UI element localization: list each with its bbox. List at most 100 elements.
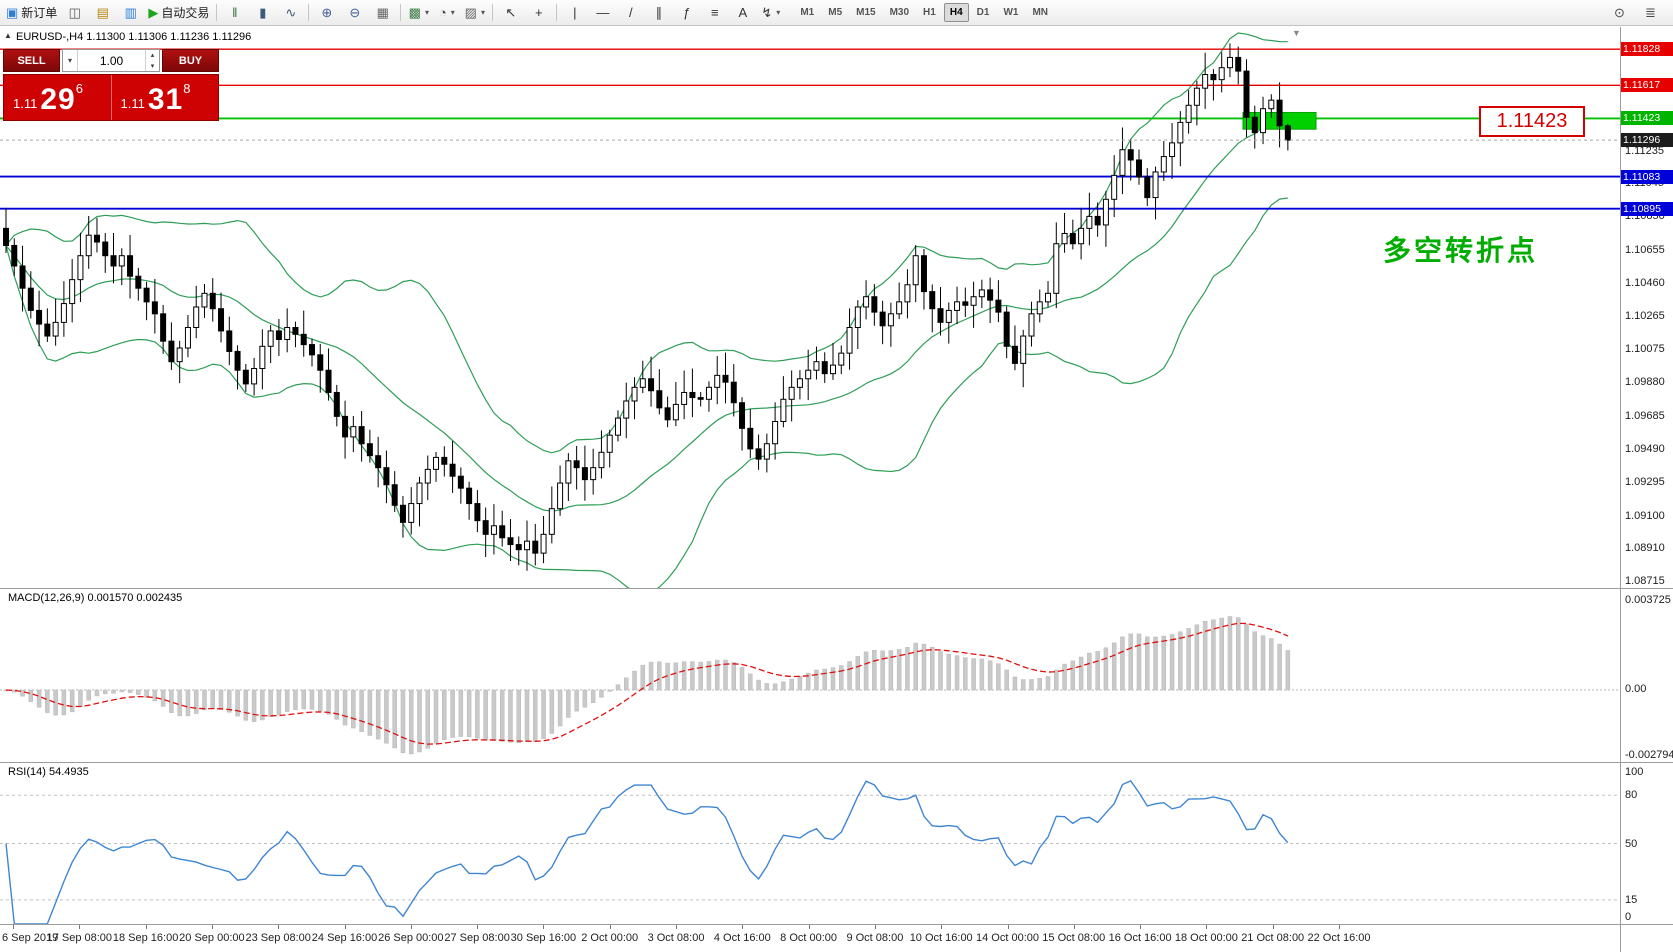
cursor-button[interactable]: ↖ <box>497 2 524 23</box>
timeframe-m30-button[interactable]: M30 <box>889 7 910 18</box>
sell-price-panel[interactable]: 1.11 29 6 <box>4 75 111 120</box>
zoom-in-button[interactable]: ⊕ <box>313 2 340 23</box>
candle-body <box>160 313 167 342</box>
market-watch-button[interactable]: ▥ <box>117 2 144 23</box>
macd-bar <box>202 689 207 711</box>
price-axis-label: 1.09880 <box>1625 376 1665 389</box>
chart-shift-marker-icon[interactable]: ▼ <box>1292 28 1301 38</box>
macd-bar <box>193 689 199 714</box>
candle-body <box>375 455 382 469</box>
shapes-button[interactable]: ≡ <box>701 2 728 23</box>
one-click-panel-toggle-icon[interactable]: ▲ <box>4 31 12 40</box>
volume-input[interactable]: ▾ 1.00 ▴ ▾ <box>62 49 160 72</box>
macd-bar <box>1186 628 1191 691</box>
vertical-line-button[interactable]: | <box>561 2 588 23</box>
candle-body <box>1226 56 1233 69</box>
timeframe-m15-button[interactable]: M15 <box>856 7 876 18</box>
zoom-out-button[interactable]: ⊖ <box>341 2 368 23</box>
volume-step-up-icon[interactable]: ▴ <box>150 52 155 60</box>
macd-bar <box>483 689 488 741</box>
new-order-button[interactable]: ▣ 新订单 <box>3 2 60 23</box>
candle-body <box>433 456 440 470</box>
candle-body <box>1011 345 1018 364</box>
search-button[interactable]: ⊙ <box>1606 2 1633 23</box>
volume-dropdown-icon[interactable]: ▾ <box>63 50 78 71</box>
candle-body <box>27 287 34 311</box>
sell-button[interactable]: SELL <box>3 49 60 72</box>
macd-bar <box>938 651 943 691</box>
macd-bar <box>160 689 166 707</box>
toolbar-separator <box>400 4 402 21</box>
candle-body <box>954 301 961 311</box>
rsi-pane[interactable] <box>0 763 1620 924</box>
horizontal-line-button[interactable]: — <box>589 2 616 23</box>
profiles-button[interactable]: ▤ <box>89 2 116 23</box>
candle-body <box>846 326 853 354</box>
macd-bar <box>351 689 356 729</box>
volume-value[interactable]: 1.00 <box>99 53 124 68</box>
candle-body <box>780 398 787 423</box>
candle-body <box>755 448 762 460</box>
bar-chart-button[interactable]: ǁ <box>221 2 248 23</box>
tile-windows-button[interactable]: ▦ <box>369 2 396 23</box>
candle-body <box>143 287 150 303</box>
channel-button[interactable]: ∥ <box>645 2 672 23</box>
menu-button[interactable]: ≣ <box>1637 2 1664 23</box>
price-axis-label: 1.10460 <box>1625 277 1665 290</box>
timeframe-h1-button[interactable]: H1 <box>923 7 936 18</box>
crosshair-button[interactable]: + <box>525 2 552 23</box>
candle-body <box>234 350 241 371</box>
macd-bar <box>235 689 240 717</box>
candle-body <box>383 467 390 486</box>
period-button[interactable]: ◔ ▾ <box>433 2 460 23</box>
arrows-icon: ↯ <box>761 5 773 20</box>
line-chart-button[interactable]: ∿ <box>277 2 304 23</box>
new-chart-button[interactable]: ▩ ▾ <box>405 2 432 23</box>
text-button[interactable]: A <box>729 2 756 23</box>
candle-body <box>962 301 969 306</box>
macd-bar <box>541 689 546 740</box>
toolbar-right-group: ⊙ ≣ <box>1606 2 1664 23</box>
volume-stepper[interactable]: ▴ ▾ <box>145 50 159 71</box>
macd-bar <box>1045 676 1051 691</box>
volume-step-down-icon[interactable]: ▾ <box>150 62 155 70</box>
timeframe-m1-button[interactable]: M1 <box>800 7 815 18</box>
templates-button[interactable]: ▨ ▾ <box>461 2 488 23</box>
pane-separator[interactable] <box>0 762 1673 763</box>
templates-icon: ▨ <box>464 5 477 20</box>
timeframe-m5-button[interactable]: M5 <box>828 7 843 18</box>
main-chart-canvas[interactable] <box>0 27 1620 588</box>
horizontal-line-icon: — <box>596 5 610 20</box>
candle-body <box>391 484 398 506</box>
macd-bar <box>673 662 679 691</box>
buy-price-panel[interactable]: 1.11 31 8 <box>112 75 219 120</box>
horizontal-lines[interactable] <box>0 48 1620 210</box>
autotrading-button[interactable]: ▶ 自动交易 <box>145 2 212 23</box>
buy-button[interactable]: BUY <box>162 49 219 72</box>
candle-body <box>184 326 191 349</box>
candlestick-chart-icon: ▮ <box>259 5 267 20</box>
chart-windows-button[interactable]: ◫ <box>61 2 88 23</box>
timeframe-w1-button[interactable]: W1 <box>1003 7 1019 18</box>
macd-bar <box>1153 636 1158 691</box>
trendline-button[interactable]: / <box>617 2 644 23</box>
timeframe-d1-button[interactable]: D1 <box>976 7 990 18</box>
timeframe-h4-button[interactable]: H4 <box>943 3 969 22</box>
fibonacci-button[interactable]: ƒ <box>673 2 700 23</box>
macd-pane[interactable] <box>0 589 1620 762</box>
candlestick-chart-button[interactable]: ▮ <box>249 2 276 23</box>
timeframe-mn-button[interactable]: MN <box>1032 7 1048 18</box>
candle-body <box>3 227 9 246</box>
price-axis-label: 1.08715 <box>1625 575 1665 588</box>
pane-separator[interactable] <box>0 588 1673 589</box>
price-axis-label: 1.08910 <box>1625 542 1665 554</box>
candle-body <box>118 255 125 267</box>
macd-bar <box>624 677 629 691</box>
arrows-button[interactable]: ↯ ▾ <box>757 2 784 23</box>
one-click-trading-panel: SELL ▾ 1.00 ▴ ▾ BUY 1.11 29 6 1.11 31 8 <box>3 49 219 121</box>
candle-body <box>1276 99 1283 127</box>
candle-body <box>821 361 828 375</box>
pane-separator <box>0 924 1673 925</box>
candle-body <box>565 460 572 484</box>
time-axis-tick <box>941 925 943 929</box>
